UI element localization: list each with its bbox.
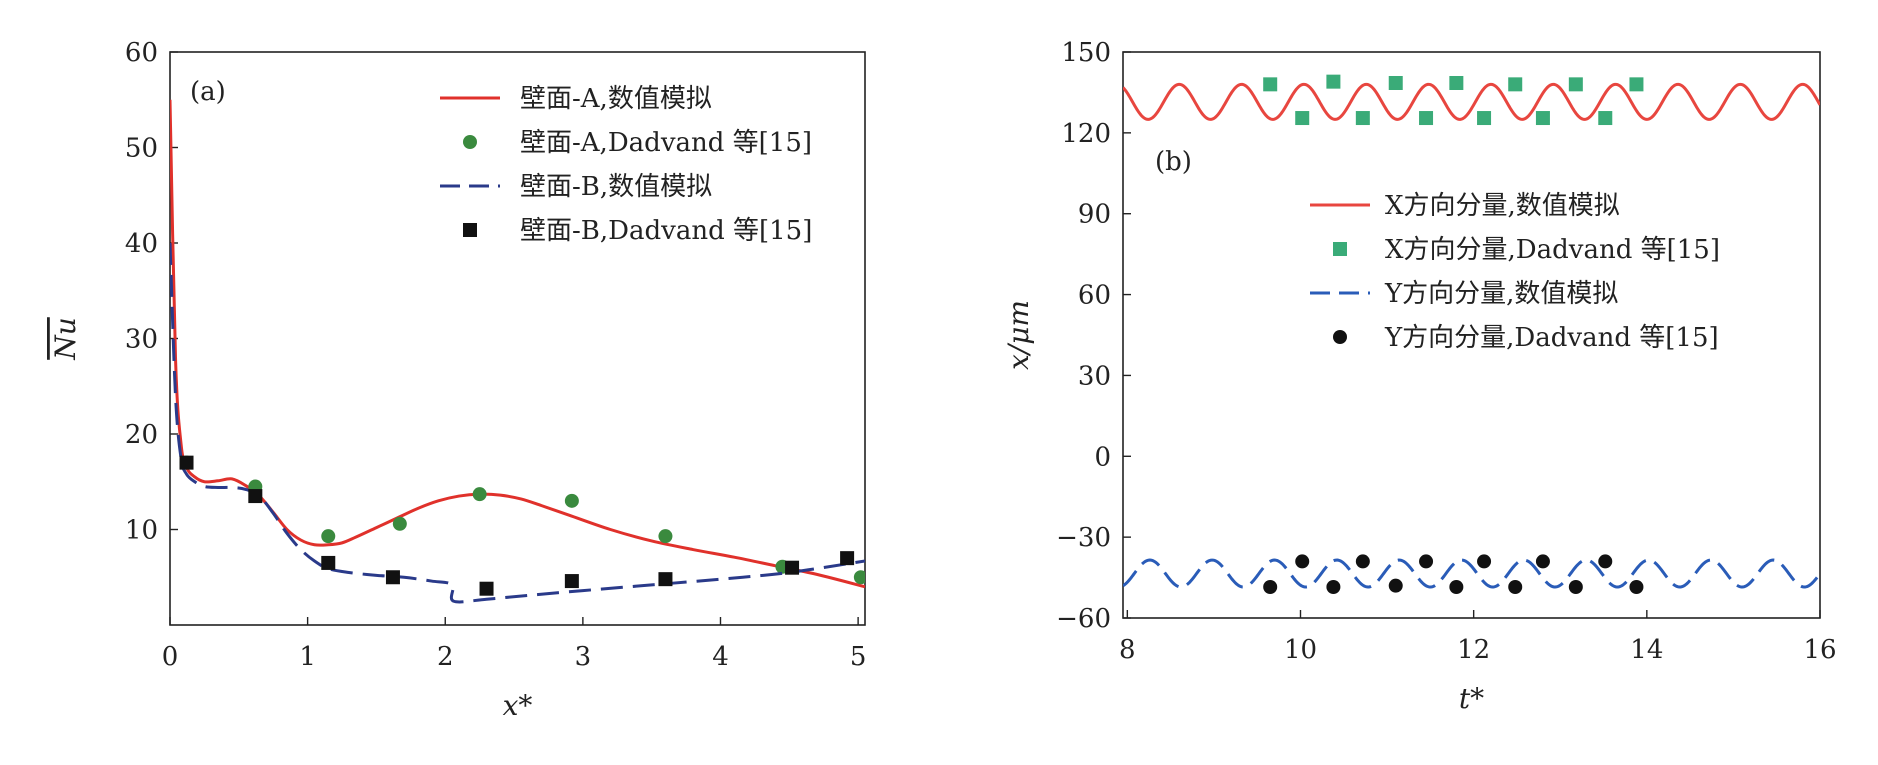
series-0-line	[170, 99, 865, 589]
y-tick-label: 20	[125, 420, 158, 450]
legend-label: Y方向分量,Dadvand 等[15]	[1384, 323, 1719, 353]
y-tick-label: 40	[125, 229, 158, 259]
x-axis-label: t*	[1459, 682, 1484, 715]
x-tick-label: 4	[712, 642, 729, 672]
plot-data	[1123, 74, 1820, 595]
series-3-point	[840, 551, 855, 566]
series-1-point	[1477, 111, 1492, 126]
y-tick-label: 0	[1094, 442, 1111, 472]
y-tick-label: 150	[1061, 38, 1111, 68]
x-tick-label: 14	[1630, 635, 1663, 665]
panel-label: (b)	[1155, 147, 1192, 177]
plot-frame	[1122, 51, 1821, 619]
series-1-point	[321, 529, 336, 544]
y-axis-label: Nu	[49, 317, 82, 361]
series-1-point	[1629, 77, 1644, 92]
series-1-point	[1568, 77, 1583, 92]
y-tick-label: 120	[1061, 119, 1111, 149]
series-3-point	[1629, 580, 1644, 595]
legend-swatch-square	[463, 223, 477, 237]
legend-label: Y方向分量,数值模拟	[1384, 279, 1618, 309]
series-3-point	[1419, 554, 1434, 569]
legend-label: 壁面-A,数值模拟	[520, 84, 712, 114]
series-3-point	[1598, 554, 1613, 569]
legend-swatch-circle	[463, 135, 477, 149]
series-3-point	[1449, 580, 1464, 595]
series-1-point	[1598, 111, 1613, 126]
x-tick-label: 16	[1803, 635, 1836, 665]
y-tick-label: 90	[1078, 200, 1111, 230]
legend-label: 壁面-B,Dadvand 等[15]	[520, 216, 812, 246]
series-3-point	[479, 581, 494, 596]
x-tick-label: 8	[1119, 635, 1136, 665]
y-axis-label: x/μm	[1002, 300, 1035, 370]
series-1-point	[1295, 111, 1310, 126]
x-tick-label: 0	[162, 642, 179, 672]
x-tick-label: 5	[850, 642, 867, 672]
y-tick-label: 30	[1078, 361, 1111, 391]
y-tick-label: 10	[125, 516, 158, 546]
series-3-point	[564, 574, 579, 589]
x-axis-label: x*	[503, 689, 533, 722]
x-tick-label: 12	[1457, 635, 1490, 665]
series-3-point	[1535, 554, 1550, 569]
series-3-point	[179, 455, 194, 470]
series-3-point	[321, 555, 336, 570]
series-1-point	[564, 493, 579, 508]
series-1-point	[1355, 111, 1370, 126]
series-3-point	[1326, 580, 1341, 595]
panel-a-chart: 0 1 2 3 4 5 10 20 30 40 50 60 x* Nu (a) 壁面-A,数值模拟壁面-A,D…	[49, 38, 867, 722]
x-tick-label: 10	[1284, 635, 1317, 665]
legend-label: 壁面-B,数值模拟	[520, 172, 712, 202]
y-tick-label: 30	[125, 325, 158, 355]
legend-label: X方向分量,Dadvand 等[15]	[1385, 235, 1720, 265]
legend-label: 壁面-A,Dadvand 等[15]	[520, 128, 812, 158]
x-tick-label: 3	[575, 642, 592, 672]
series-3-point	[248, 489, 263, 504]
series-1-point	[1535, 111, 1550, 126]
series-3-point	[1355, 554, 1370, 569]
legend-swatch-square	[1333, 242, 1347, 256]
panel-b-chart: 8 10 12 14 16 −60 −30 0 30 60 90 120 150 t* x/μm (b) X方向…	[1002, 38, 1837, 715]
series-3-point	[1508, 580, 1523, 595]
series-0-line	[1123, 82, 1820, 121]
series-3-point	[1263, 580, 1278, 595]
x-tick-label: 1	[299, 642, 316, 672]
series-2-line	[1123, 558, 1820, 589]
series-3-point	[385, 570, 400, 585]
y-tick-label: −30	[1056, 523, 1111, 553]
series-3-point	[1477, 554, 1492, 569]
series-1-point	[1419, 111, 1434, 126]
series-1-point	[1508, 77, 1523, 92]
series-1-point	[658, 529, 673, 544]
series-1-point	[472, 487, 487, 502]
plot-data	[170, 99, 865, 604]
series-1-point	[1263, 77, 1278, 92]
series-3-point	[1568, 580, 1583, 595]
legend: X方向分量,数值模拟 X方向分量,Dadvand 等[15] Y方向分量,数值模拟 Y…	[1310, 191, 1720, 353]
y-tick-label: 50	[125, 134, 158, 164]
legend-label: X方向分量,数值模拟	[1385, 191, 1620, 221]
series-1-point	[1326, 74, 1341, 89]
series-1-point	[392, 516, 407, 531]
panel-label: (a)	[190, 77, 226, 107]
series-3-point	[658, 572, 673, 587]
series-3-point	[785, 560, 800, 575]
y-tick-label: 60	[125, 38, 158, 68]
series-1-point	[1388, 75, 1403, 90]
y-tick-label: 60	[1078, 281, 1111, 311]
series-3-point	[1295, 554, 1310, 569]
y-tick-label: −60	[1056, 604, 1111, 634]
series-1-point	[853, 570, 865, 585]
series-1-point	[1449, 75, 1464, 90]
series-3-point	[1388, 578, 1403, 593]
x-tick-label: 2	[437, 642, 454, 672]
series-2-line	[170, 242, 865, 604]
legend-swatch-circle	[1333, 330, 1347, 344]
